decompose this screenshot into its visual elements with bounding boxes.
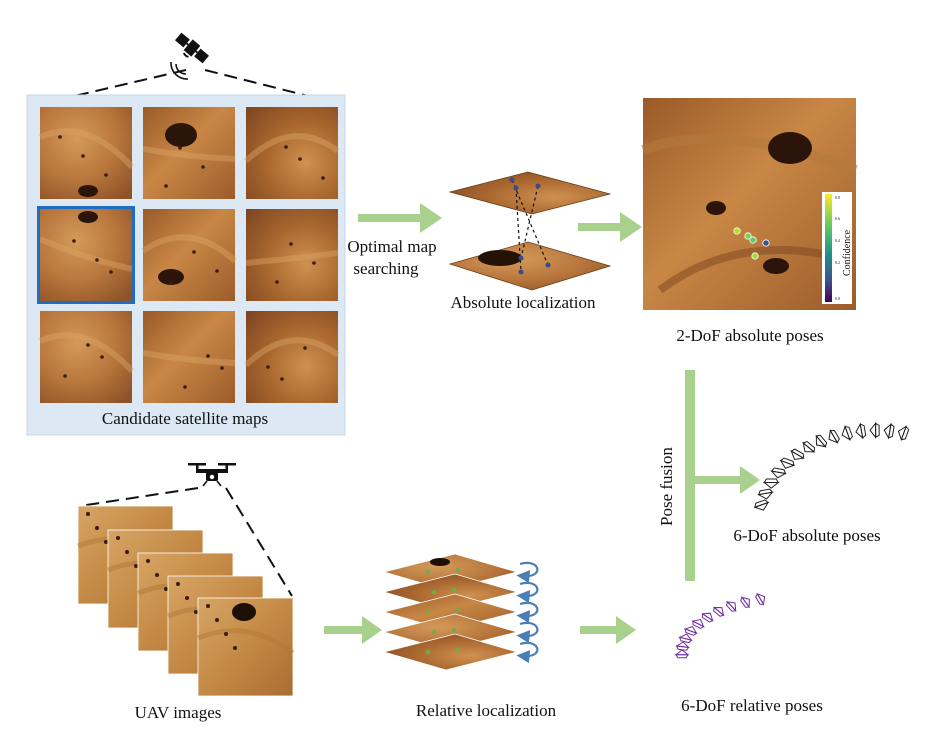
colorbar-tick: 0.8 <box>835 195 840 200</box>
candidate-map-tile <box>37 206 135 304</box>
absolute-localization-graphic <box>448 171 612 291</box>
camera-frustum-icon <box>841 425 853 441</box>
relative-frame-plane <box>382 633 519 671</box>
relative-localization-graphic <box>382 553 539 671</box>
crater-mark <box>768 132 812 164</box>
rotation-arrow-icon <box>516 621 539 644</box>
candidate-map-tile <box>38 107 135 199</box>
candidate-map-grid <box>37 107 340 403</box>
satellite-plane <box>448 171 612 215</box>
camera-frustum-icon <box>828 428 840 444</box>
colorbar-tick: 0.2 <box>835 260 840 265</box>
camera-frustum-icon <box>770 467 787 479</box>
absolute-localization-label: Absolute localization <box>451 293 596 312</box>
optimal-map-searching-label-line1: Optimal map <box>347 237 436 256</box>
confidence-colorbar: 0.8 0.6 0.4 0.2 0.0 Confidence <box>822 192 853 304</box>
camera-frustum-icon <box>675 641 690 651</box>
relative-localization-label: Relative localization <box>416 701 557 720</box>
arrow-to-absolute-localization <box>358 203 442 233</box>
camera-frustum-icon <box>762 478 780 489</box>
camera-frustum-icon <box>897 425 910 442</box>
candidate-map-tile <box>142 107 236 199</box>
optimal-map-searching-label-line2: searching <box>353 259 419 278</box>
camera-frustum-icon <box>802 440 816 453</box>
camera-frustum-icon <box>678 633 693 644</box>
candidate-maps-label: Candidate satellite maps <box>102 409 268 428</box>
camera-frustum-icon <box>883 422 895 440</box>
camera-frustum-icon <box>755 592 766 606</box>
camera-frustum-icon <box>674 649 690 659</box>
uav-plane <box>448 241 612 291</box>
candidate-map-tile <box>142 311 236 403</box>
colorbar-tick: 0.0 <box>835 296 840 301</box>
candidate-map-tile <box>245 209 339 301</box>
camera-frustum-icon <box>740 596 751 609</box>
colorbar-tick: 0.4 <box>835 238 840 243</box>
uav-images-label: UAV images <box>135 703 222 722</box>
2dof-poses-map: 0.8 0.6 0.4 0.2 0.0 Confidence <box>641 98 858 310</box>
keypoint-matches <box>511 179 549 273</box>
satellite-icon <box>174 32 210 64</box>
camera-frustum-icon <box>725 600 737 612</box>
camera-frustum-icon <box>701 612 714 623</box>
camera-frustum-icon <box>691 618 705 629</box>
drone-footprint-lines <box>79 487 293 597</box>
rotation-arrow-icon <box>516 641 539 664</box>
candidate-map-tile <box>141 209 238 301</box>
camera-frustum-icon <box>779 457 796 469</box>
rotation-arrow-icon <box>516 561 539 584</box>
6dof-absolute-poses-label: 6-DoF absolute poses <box>733 526 880 545</box>
candidate-map-tile <box>243 107 340 199</box>
crater-mark <box>763 258 789 274</box>
colorbar-title: Confidence <box>842 229 853 276</box>
candidate-map-tile <box>243 311 340 403</box>
2dof-absolute-poses-label: 2-DoF absolute poses <box>676 326 823 345</box>
rotation-arrow-icon <box>516 601 539 624</box>
camera-frustum-icon <box>869 421 880 439</box>
candidate-map-tile <box>38 311 135 403</box>
arrow-to-relative-poses <box>580 616 636 644</box>
colorbar-tick: 0.6 <box>835 216 840 221</box>
arrow-to-relative-localization <box>324 616 382 644</box>
camera-frustum-icon <box>757 488 774 500</box>
pose-fusion-label: Pose fusion <box>657 447 676 526</box>
arrow-to-2dof-poses <box>578 212 642 242</box>
crater-mark <box>478 250 522 266</box>
uav-image-frame <box>197 597 295 697</box>
camera-frustum-icon <box>855 422 867 440</box>
confidence-points <box>733 227 770 260</box>
camera-frustum-icon <box>753 499 770 511</box>
6dof-relative-poses-label: 6-DoF relative poses <box>681 696 823 715</box>
camera-frustum-icon <box>790 448 805 461</box>
pose-fusion-connector <box>685 370 760 581</box>
uav-image-stack <box>77 505 295 697</box>
crater-mark <box>706 201 726 215</box>
selected-map-highlight <box>37 206 135 304</box>
drone-icon <box>188 463 236 487</box>
camera-frustum-icon <box>683 625 698 636</box>
6dof-relative-trajectory <box>674 592 766 659</box>
rotation-arrow-icon <box>516 581 539 604</box>
camera-frustum-icon <box>815 434 828 448</box>
keypoints <box>509 177 551 275</box>
camera-frustum-icon <box>712 606 725 617</box>
6dof-absolute-trajectory <box>753 421 910 511</box>
